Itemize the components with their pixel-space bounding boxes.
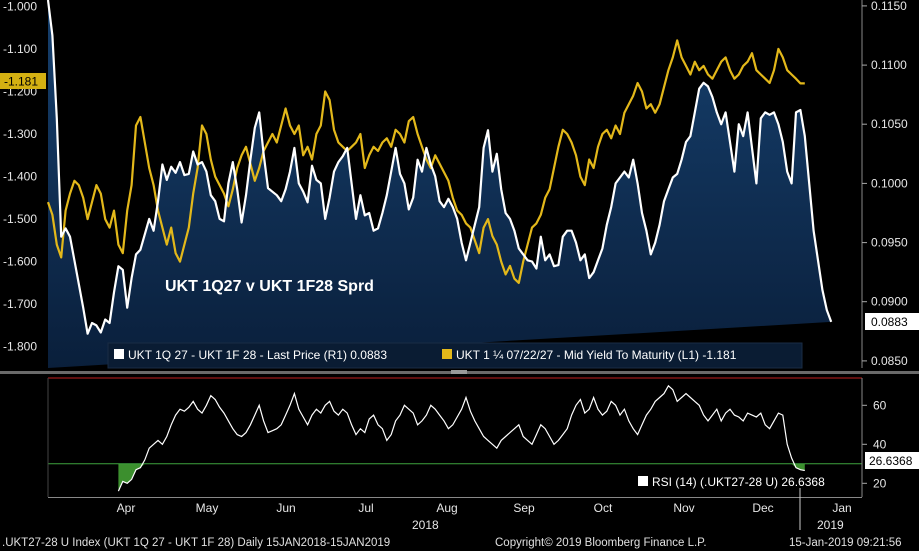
left-tick-label: -1.100: [3, 42, 37, 56]
right-tick-label: 0.1050: [871, 117, 908, 131]
right-tick-label: 0.1150: [871, 0, 907, 13]
top-legend: UKT 1Q 27 - UKT 1F 28 - Last Price (R1) …: [107, 342, 803, 369]
spread-area-fill: [48, 0, 832, 368]
x-tick-label: Jun: [276, 501, 295, 515]
x-year-2018: 2018: [412, 518, 439, 532]
left-tick-label: -1.600: [3, 255, 37, 269]
x-year-2019: 2019: [817, 518, 844, 532]
rsi-last-value-tag: 26.6368: [865, 452, 919, 469]
rsi-series-line: [117, 384, 805, 492]
top-panel-lines: [46, 0, 833, 335]
right-tick-label: 0.0900: [871, 295, 908, 309]
right-tick-label: 0.0850: [871, 354, 908, 368]
rsi-tick-label: 60: [873, 398, 887, 412]
rsi-legend: RSI (14) (.UKT27-28 U) 26.6368: [634, 471, 861, 491]
x-tick-label: Sep: [513, 501, 535, 515]
footer-bar: [0, 533, 919, 551]
rsi-legend-swatch: [638, 476, 648, 486]
legend-label-yield: UKT 1 ¼ 07/22/27 - Mid Yield To Maturity…: [456, 348, 737, 362]
left-tick-label: -1.500: [3, 212, 37, 226]
right-tag-text: 0.0883: [871, 315, 908, 329]
footer-copyright: Copyright© 2019 Bloomberg Finance L.P.: [495, 537, 707, 549]
x-tick-label: May: [196, 501, 219, 515]
footer-ticker: .UKT27-28 U Index (UKT 1Q 27 - UKT 1F 28…: [2, 537, 390, 549]
legend-swatch-yellow: [442, 349, 452, 359]
right-tick-label: 0.1000: [871, 176, 908, 190]
x-tick-label: Jul: [358, 501, 373, 515]
x-tick-label: Aug: [436, 501, 457, 515]
left-axis-last-value-tag: -1.181: [0, 73, 46, 89]
rsi-legend-label: RSI (14) (.UKT27-28 U) 26.6368: [652, 475, 825, 489]
legend-swatch-white: [114, 349, 124, 359]
left-axis-ticks: -1.000-1.100-1.200-1.300-1.400-1.500-1.6…: [3, 0, 37, 354]
footer-timestamp: 15-Jan-2019 09:21:56: [789, 537, 902, 549]
x-tick-label: Nov: [673, 501, 694, 515]
left-tick-label: -1.800: [3, 340, 37, 354]
x-tick-label: Jan: [832, 501, 851, 515]
spread-line: [46, 0, 833, 335]
left-tick-label: -1.400: [3, 170, 37, 184]
rsi-line: [117, 384, 805, 492]
x-axis-ticks: Apr May Jun Jul Aug Sep Oct Nov Dec Jan: [117, 501, 852, 515]
x-tick-label: Dec: [752, 501, 773, 515]
panel-divider-handle[interactable]: [451, 370, 467, 374]
left-tick-label: -1.300: [3, 127, 37, 141]
rsi-axis-ticks: 60 40 20: [862, 398, 887, 490]
right-axis-ticks: 0.1150 0.1100 0.1050 0.1000 0.0950 0.0900 0.08…: [861, 0, 908, 368]
right-tick-label: 0.0950: [871, 236, 908, 250]
right-tick-label: 0.1100: [871, 58, 907, 72]
left-tag-text: -1.181: [4, 75, 38, 89]
rsi-tick-label: 40: [873, 437, 887, 451]
rsi-tick-label: 20: [873, 476, 887, 490]
x-tick-label: Oct: [594, 501, 613, 515]
yield-line: [46, 39, 805, 284]
right-axis-last-value-tag: 0.0883: [865, 313, 919, 330]
spread-annotation: UKT 1Q27 v UKT 1F28 Sprd: [165, 278, 374, 295]
rsi-tag-text: 26.6368: [869, 454, 913, 468]
x-tick-label: Apr: [117, 501, 136, 515]
left-tick-label: -1.700: [3, 297, 37, 311]
legend-label-spread: UKT 1Q 27 - UKT 1F 28 - Last Price (R1) …: [128, 348, 387, 362]
spread-area: [48, 0, 832, 368]
left-tick-label: -1.000: [3, 0, 37, 13]
